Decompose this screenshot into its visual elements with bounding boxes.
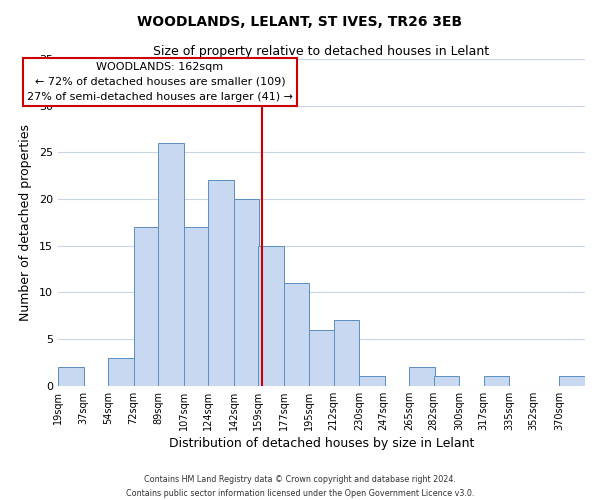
Y-axis label: Number of detached properties: Number of detached properties: [19, 124, 32, 321]
Bar: [359, 376, 385, 386]
Bar: [559, 376, 585, 386]
Text: WOODLANDS, LELANT, ST IVES, TR26 3EB: WOODLANDS, LELANT, ST IVES, TR26 3EB: [137, 15, 463, 29]
Bar: [108, 358, 134, 386]
Text: WOODLANDS: 162sqm
← 72% of detached houses are smaller (109)
27% of semi-detache: WOODLANDS: 162sqm ← 72% of detached hous…: [27, 62, 293, 102]
Bar: [134, 227, 160, 386]
X-axis label: Distribution of detached houses by size in Lelant: Distribution of detached houses by size …: [169, 437, 474, 450]
Bar: [184, 227, 209, 386]
Bar: [484, 376, 509, 386]
Bar: [233, 199, 259, 386]
Title: Size of property relative to detached houses in Lelant: Size of property relative to detached ho…: [154, 45, 490, 58]
Bar: [334, 320, 359, 386]
Bar: [58, 367, 83, 386]
Bar: [208, 180, 233, 386]
Bar: [284, 283, 310, 386]
Bar: [258, 246, 284, 386]
Bar: [158, 143, 184, 386]
Text: Contains HM Land Registry data © Crown copyright and database right 2024.
Contai: Contains HM Land Registry data © Crown c…: [126, 476, 474, 498]
Bar: [434, 376, 459, 386]
Bar: [409, 367, 435, 386]
Bar: [310, 330, 335, 386]
